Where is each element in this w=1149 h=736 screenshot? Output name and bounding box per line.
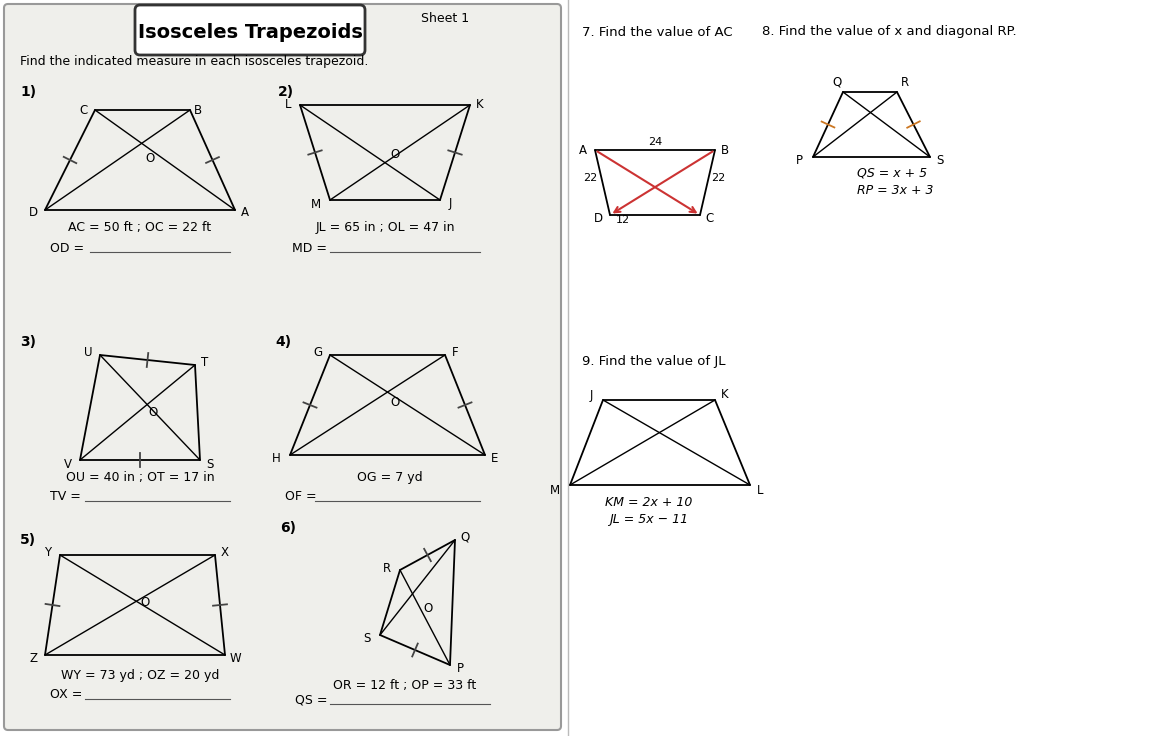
Text: 6): 6) <box>280 521 296 535</box>
Text: M: M <box>550 484 560 497</box>
Text: G: G <box>314 347 323 359</box>
Text: D: D <box>593 213 602 225</box>
Text: MD =: MD = <box>292 241 331 255</box>
FancyBboxPatch shape <box>134 5 365 55</box>
Text: X: X <box>221 547 229 559</box>
Text: OU = 40 in ; OT = 17 in: OU = 40 in ; OT = 17 in <box>65 472 215 484</box>
Text: OR = 12 ft ; OP = 33 ft: OR = 12 ft ; OP = 33 ft <box>333 679 477 692</box>
Text: M: M <box>311 197 321 210</box>
Text: 7. Find the value of AC: 7. Find the value of AC <box>583 26 733 38</box>
Text: AC = 50 ft ; OC = 22 ft: AC = 50 ft ; OC = 22 ft <box>69 222 211 235</box>
Text: U: U <box>84 347 92 359</box>
Text: O: O <box>391 397 400 409</box>
Text: Q: Q <box>461 531 470 543</box>
Text: JL = 5x − 11: JL = 5x − 11 <box>609 512 688 526</box>
Text: S: S <box>363 631 371 645</box>
Text: TV =: TV = <box>51 490 85 503</box>
Text: O: O <box>146 152 155 165</box>
Text: 1): 1) <box>20 85 36 99</box>
Text: 3): 3) <box>20 335 36 349</box>
Text: C: C <box>705 213 715 225</box>
Text: O: O <box>423 601 433 615</box>
Text: H: H <box>271 453 280 465</box>
Text: WY = 73 yd ; OZ = 20 yd: WY = 73 yd ; OZ = 20 yd <box>61 668 219 682</box>
Text: F: F <box>452 347 458 359</box>
Text: S: S <box>207 458 214 470</box>
Text: T: T <box>201 356 209 369</box>
Text: O: O <box>391 149 400 161</box>
Text: 12: 12 <box>616 215 630 225</box>
Text: RP = 3x + 3: RP = 3x + 3 <box>857 183 933 197</box>
Text: 5): 5) <box>20 533 36 547</box>
Text: R: R <box>901 76 909 88</box>
Text: O: O <box>140 596 149 609</box>
Text: K: K <box>476 99 484 111</box>
Text: OG = 7 yd: OG = 7 yd <box>357 472 423 484</box>
Text: QS = x + 5: QS = x + 5 <box>857 166 927 180</box>
Text: 9. Find the value of JL: 9. Find the value of JL <box>583 355 725 369</box>
Text: Y: Y <box>45 547 52 559</box>
Text: 22: 22 <box>583 173 597 183</box>
Text: D: D <box>29 207 38 219</box>
Text: OD =: OD = <box>51 241 88 255</box>
Text: Find the indicated measure in each isosceles trapezoid.: Find the indicated measure in each isosc… <box>20 55 369 68</box>
Text: R: R <box>383 562 391 575</box>
Text: O: O <box>148 406 157 419</box>
Text: KM = 2x + 10: KM = 2x + 10 <box>606 497 693 509</box>
Text: K: K <box>722 389 728 402</box>
Text: E: E <box>492 453 499 465</box>
Text: L: L <box>757 484 763 497</box>
Text: P: P <box>456 662 463 676</box>
Text: C: C <box>79 104 87 116</box>
Text: P: P <box>795 155 802 168</box>
Text: B: B <box>720 144 730 157</box>
Text: J: J <box>589 389 593 402</box>
Text: 22: 22 <box>711 173 725 183</box>
Text: L: L <box>285 99 291 111</box>
Text: W: W <box>229 653 241 665</box>
Text: QS =: QS = <box>295 693 332 707</box>
Text: A: A <box>241 207 249 219</box>
Text: 8. Find the value of x and diagonal RP.: 8. Find the value of x and diagonal RP. <box>762 26 1017 38</box>
FancyBboxPatch shape <box>3 4 561 730</box>
Text: OX =: OX = <box>51 688 86 701</box>
Text: J: J <box>448 197 452 210</box>
Text: Sheet 1: Sheet 1 <box>421 12 469 24</box>
Text: JL = 65 in ; OL = 47 in: JL = 65 in ; OL = 47 in <box>315 222 455 235</box>
Text: A: A <box>579 144 587 157</box>
Text: OF =: OF = <box>285 490 321 503</box>
Text: 2): 2) <box>278 85 294 99</box>
Text: Z: Z <box>29 653 37 665</box>
Text: B: B <box>194 104 202 116</box>
Text: 4): 4) <box>275 335 291 349</box>
Text: 24: 24 <box>648 137 662 147</box>
Text: Q: Q <box>832 76 841 88</box>
Text: S: S <box>936 155 943 168</box>
Text: Isosceles Trapezoids: Isosceles Trapezoids <box>138 23 362 41</box>
Text: V: V <box>64 458 72 470</box>
